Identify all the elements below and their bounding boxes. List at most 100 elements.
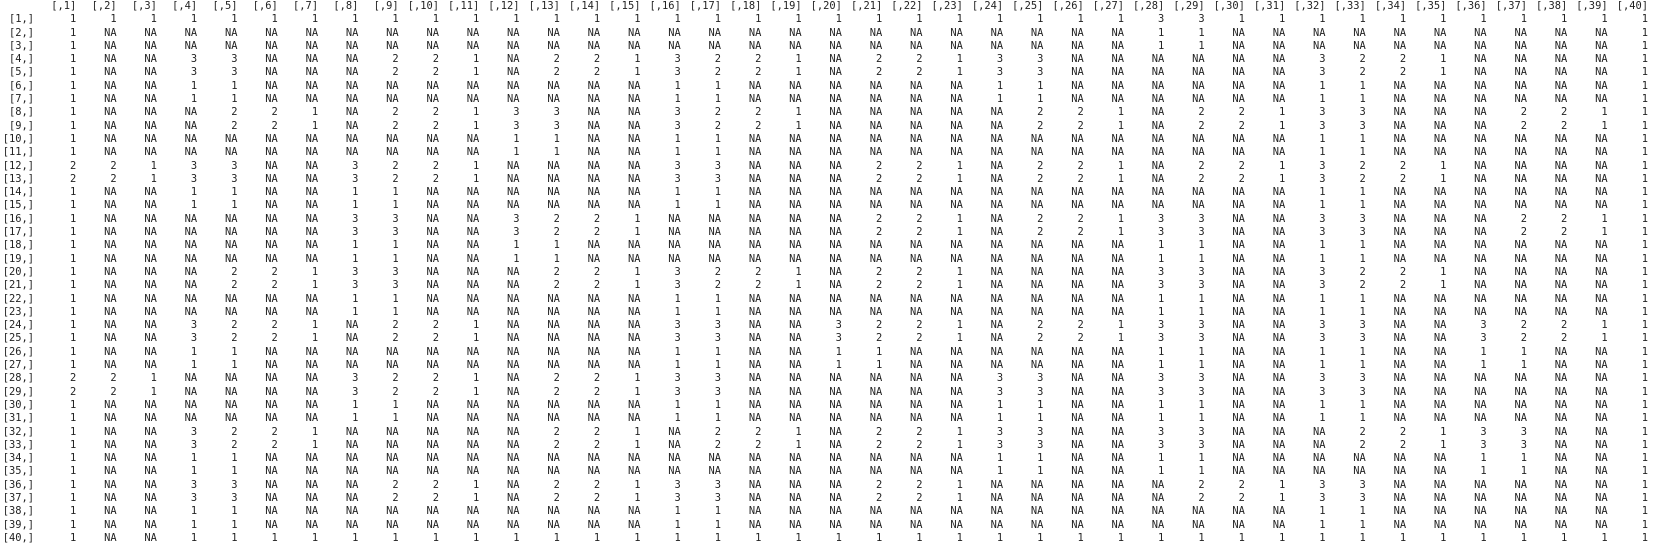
- matrix-cell: NA: [265, 79, 278, 92]
- matrix-cell: NA: [627, 146, 641, 159]
- matrix-cell: 2: [916, 491, 923, 504]
- matrix-cell: NA: [345, 106, 359, 119]
- matrix-cell: 3: [674, 385, 681, 398]
- matrix-cell: NA: [1272, 505, 1286, 518]
- matrix-cell: NA: [426, 252, 439, 265]
- matrix-cell: 3: [392, 212, 399, 225]
- matrix-cell: NA: [1393, 491, 1407, 504]
- matrix-cell: NA: [305, 292, 319, 305]
- matrix-cell: 1: [1158, 412, 1165, 425]
- matrix-cell: 1: [1278, 106, 1286, 119]
- matrix-cell: NA: [587, 79, 601, 92]
- matrix-cell: 3: [231, 159, 238, 172]
- matrix-cell: 1: [714, 199, 722, 212]
- matrix-cell: NA: [1151, 172, 1165, 185]
- matrix-cell: NA: [265, 478, 278, 491]
- matrix-cell: NA: [507, 438, 520, 451]
- matrix-cell: NA: [627, 132, 641, 145]
- matrix-cell: 1: [1440, 438, 1447, 451]
- matrix-cell: NA: [386, 518, 399, 531]
- matrix-cell: 1: [674, 359, 681, 372]
- matrix-cell: 2: [432, 66, 439, 79]
- matrix-cell: 1: [875, 345, 883, 358]
- matrix-cell: NA: [1071, 438, 1084, 451]
- matrix-cell: NA: [829, 398, 842, 411]
- matrix-cell: NA: [627, 106, 641, 119]
- matrix-cell: 1: [473, 13, 480, 26]
- matrix-cell: NA: [869, 199, 883, 212]
- matrix-cell: NA: [1232, 186, 1245, 199]
- matrix-cell: NA: [426, 93, 439, 106]
- column-header: [,4]: [172, 0, 198, 12]
- matrix-cell: NA: [144, 106, 157, 119]
- matrix-row: [5,] 1 NA NA 3 3 NA NA NA 2 2 1 NA 2 2 1 3 2 2 1 NA 2 2 1 3 3 NA NA…: [0, 66, 1650, 79]
- matrix-cell: NA: [1111, 239, 1125, 252]
- matrix-cell: NA: [748, 159, 762, 172]
- matrix-cell: NA: [345, 39, 359, 52]
- matrix-cell: NA: [144, 53, 157, 66]
- column-header: [,28]: [1133, 0, 1165, 12]
- matrix-cell: 1: [634, 385, 641, 398]
- matrix-cell: NA: [144, 66, 157, 79]
- matrix-cell: 3: [1198, 438, 1205, 451]
- matrix-cell: 3: [1198, 425, 1205, 438]
- row-header: [17,]: [2, 226, 34, 239]
- matrix-cell: NA: [829, 199, 842, 212]
- matrix-cell: NA: [466, 79, 480, 92]
- matrix-cell: NA: [910, 505, 923, 518]
- matrix-cell: NA: [1071, 345, 1084, 358]
- matrix-cell: 3: [1158, 13, 1165, 26]
- matrix-cell: 1: [1641, 518, 1648, 531]
- matrix-cell: NA: [1272, 226, 1286, 239]
- matrix-cell: NA: [990, 239, 1004, 252]
- matrix-cell: 1: [795, 66, 802, 79]
- matrix-cell: 3: [1158, 212, 1165, 225]
- matrix-cell: NA: [1433, 292, 1447, 305]
- matrix-cell: NA: [305, 505, 319, 518]
- matrix-cell: NA: [1595, 438, 1608, 451]
- matrix-cell: NA: [426, 345, 439, 358]
- matrix-cell: NA: [1595, 53, 1608, 66]
- matrix-cell: NA: [1192, 79, 1205, 92]
- matrix-cell: NA: [184, 412, 198, 425]
- matrix-cell: NA: [1071, 252, 1084, 265]
- matrix-cell: 3: [1319, 53, 1326, 66]
- matrix-cell: 1: [1278, 119, 1286, 132]
- matrix-cell: 3: [674, 332, 681, 345]
- matrix-cell: NA: [466, 292, 480, 305]
- matrix-cell: NA: [990, 226, 1004, 239]
- matrix-cell: NA: [1433, 26, 1447, 39]
- matrix-cell: NA: [1433, 518, 1447, 531]
- matrix-cell: 1: [1641, 465, 1648, 478]
- matrix-cell: 1: [1158, 359, 1165, 372]
- matrix-cell: NA: [708, 212, 722, 225]
- matrix-cell: 1: [996, 412, 1004, 425]
- matrix-cell: NA: [1554, 146, 1568, 159]
- matrix-cell: 1: [513, 132, 520, 145]
- matrix-cell: 1: [190, 452, 198, 465]
- row-header: [25,]: [2, 332, 34, 345]
- matrix-cell: 3: [714, 491, 722, 504]
- matrix-cell: NA: [829, 186, 842, 199]
- matrix-cell: NA: [1232, 26, 1245, 39]
- matrix-cell: NA: [305, 39, 319, 52]
- matrix-cell: NA: [1595, 186, 1608, 199]
- matrix-cell: 1: [1641, 372, 1648, 385]
- matrix-cell: NA: [265, 452, 278, 465]
- matrix-cell: NA: [547, 345, 560, 358]
- matrix-cell: NA: [789, 491, 802, 504]
- matrix-cell: NA: [1232, 132, 1245, 145]
- matrix-cell: NA: [184, 265, 198, 278]
- matrix-cell: 1: [352, 305, 359, 318]
- matrix-cell: NA: [265, 239, 278, 252]
- matrix-cell: NA: [789, 252, 802, 265]
- matrix-cell: 2: [553, 438, 560, 451]
- matrix-row: [36,] 1 NA NA 3 3 NA NA NA 2 2 1 NA 2 2 1 3 3 NA NA NA 2 2 1 NA N…: [0, 479, 1650, 492]
- matrix-cell: NA: [104, 505, 117, 518]
- matrix-cell: 2: [1561, 226, 1568, 239]
- matrix-cell: 1: [634, 491, 641, 504]
- matrix-cell: 1: [513, 252, 520, 265]
- matrix-cell: 3: [352, 385, 359, 398]
- matrix-cell: NA: [547, 465, 560, 478]
- matrix-cell: NA: [345, 438, 359, 451]
